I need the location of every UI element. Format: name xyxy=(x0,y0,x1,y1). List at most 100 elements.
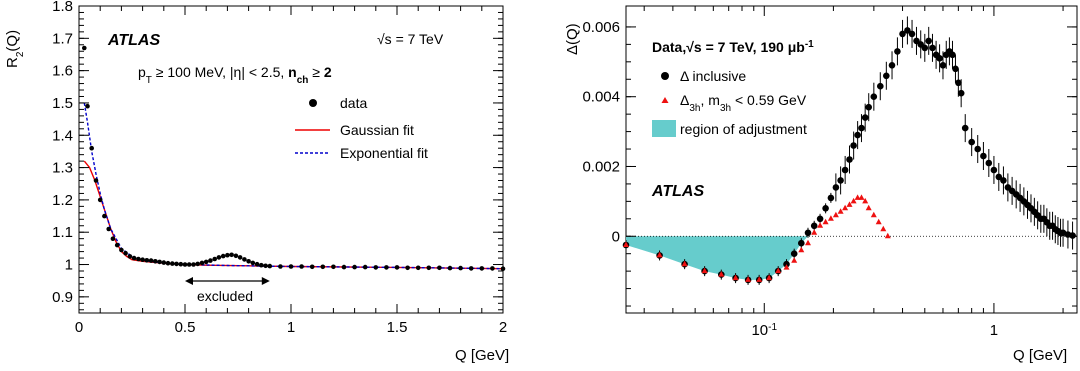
delta-3h-point xyxy=(756,276,763,282)
delta-3h-point xyxy=(783,264,790,270)
right-y-tick-label: 0 xyxy=(612,228,620,245)
left-x-tick-label: 0.5 xyxy=(175,319,196,336)
data-point xyxy=(309,264,315,270)
delta-3h-point xyxy=(858,194,865,200)
data-point xyxy=(82,45,87,51)
data-point xyxy=(331,264,336,270)
data-point xyxy=(259,262,264,268)
inclusive-point xyxy=(936,55,943,62)
right-y-tick-label: 0.002 xyxy=(582,158,620,175)
inclusive-point xyxy=(939,62,947,69)
delta-3h-point xyxy=(811,229,818,235)
right-x-tick-label: 10-1 xyxy=(751,322,777,340)
inclusive-point xyxy=(883,72,890,80)
data-point xyxy=(288,264,294,269)
data-point xyxy=(373,265,379,270)
data-point xyxy=(106,226,111,232)
right-y-tick-label: 0.004 xyxy=(582,89,620,106)
legend-data-marker xyxy=(309,99,317,107)
data-point xyxy=(144,258,150,263)
inclusive-point xyxy=(955,79,962,87)
data-point xyxy=(186,262,192,267)
data-point xyxy=(299,264,304,269)
left-y-tick-label: 1.6 xyxy=(52,63,73,80)
inclusive-point xyxy=(908,30,916,38)
data-point xyxy=(127,254,133,259)
data-point xyxy=(216,255,222,260)
delta-3h-point xyxy=(681,260,688,267)
inclusive-point xyxy=(949,51,956,59)
left-plot: 0 0.5 1 1.5 2 0.9 1 1.1 1.2 1.3 1.4 1.5 1.6 1.7 1.8 AT… xyxy=(4,0,509,364)
delta-3h-point xyxy=(846,201,853,207)
data-point xyxy=(458,265,463,271)
delta-3h-point xyxy=(884,232,891,239)
delta-3h-point xyxy=(745,276,752,282)
legend-exponential-label: Exponential fit xyxy=(340,145,428,161)
excluded-arrow xyxy=(185,277,270,285)
delta-3h-point xyxy=(805,239,811,246)
delta-3h-point xyxy=(842,204,849,211)
data-point xyxy=(237,255,243,260)
data-point xyxy=(157,259,162,265)
left-y-tick-label: 1.5 xyxy=(52,95,73,112)
data-point xyxy=(437,265,442,271)
data-point xyxy=(102,213,107,219)
data-point xyxy=(119,247,124,253)
inclusive-point xyxy=(974,145,981,153)
inclusive-point xyxy=(846,156,853,163)
data-point xyxy=(114,242,120,248)
data-point xyxy=(212,256,217,262)
data-point xyxy=(123,250,128,256)
data-point xyxy=(278,264,283,269)
inclusive-point xyxy=(827,194,835,202)
left-x-tick-label: 1 xyxy=(287,319,295,336)
left-cuts-label: pT ≥ 100 MeV, |η| < 2.5, nch ≥ 2 xyxy=(138,64,332,86)
data-point xyxy=(267,263,273,269)
legend-3h-marker xyxy=(661,97,669,103)
left-y-tick-label: 1.3 xyxy=(52,160,73,177)
delta-3h-point xyxy=(766,274,773,281)
exponential-fit-line xyxy=(83,102,504,270)
data-point xyxy=(178,261,184,267)
inclusive-point xyxy=(985,159,993,167)
inclusive-point xyxy=(861,114,869,121)
legend-region-swatch xyxy=(652,120,676,137)
inclusive-point xyxy=(790,250,798,257)
left-x-tick-label: 0 xyxy=(75,319,83,336)
legend-gaussian-label: Gaussian fit xyxy=(340,122,414,138)
inclusive-point xyxy=(858,124,865,132)
data-point xyxy=(229,252,234,258)
delta-3h-point xyxy=(822,218,829,225)
inclusive-point xyxy=(837,177,844,184)
data-point xyxy=(490,266,495,271)
data-point xyxy=(182,262,188,267)
delta-3h-point xyxy=(880,225,887,232)
delta-3h-point xyxy=(817,222,824,228)
data-point xyxy=(426,265,432,271)
delta-3h-point xyxy=(791,257,798,263)
data-point xyxy=(415,265,421,271)
legend-3h-label: Δ3h, m3h < 0.59 GeV xyxy=(680,92,807,114)
inclusive-point xyxy=(877,82,884,90)
data-point xyxy=(233,253,239,259)
inclusive-point xyxy=(1069,232,1076,239)
left-y-tick-label: 1.4 xyxy=(52,127,73,144)
right-y-tick-label: 0.006 xyxy=(582,19,620,36)
delta-3h-point xyxy=(623,241,629,247)
data-point xyxy=(110,236,116,241)
left-y-tick-label: 0.9 xyxy=(52,289,73,306)
legend-data-label: data xyxy=(340,95,367,111)
right-atlas-label: ATLAS xyxy=(651,183,704,200)
data-point xyxy=(131,255,137,261)
data-point xyxy=(220,253,226,259)
data-point xyxy=(191,262,196,267)
delta-3h-point xyxy=(718,271,725,277)
left-y-tick-label: 1.1 xyxy=(52,224,73,241)
right-header: Data,√s = 7 TeV, 190 μb-1 xyxy=(652,39,814,56)
data-point xyxy=(195,261,200,267)
delta-3h-point xyxy=(865,204,872,211)
data-point xyxy=(394,265,400,270)
inclusive-point xyxy=(952,65,959,73)
data-point xyxy=(263,263,268,269)
